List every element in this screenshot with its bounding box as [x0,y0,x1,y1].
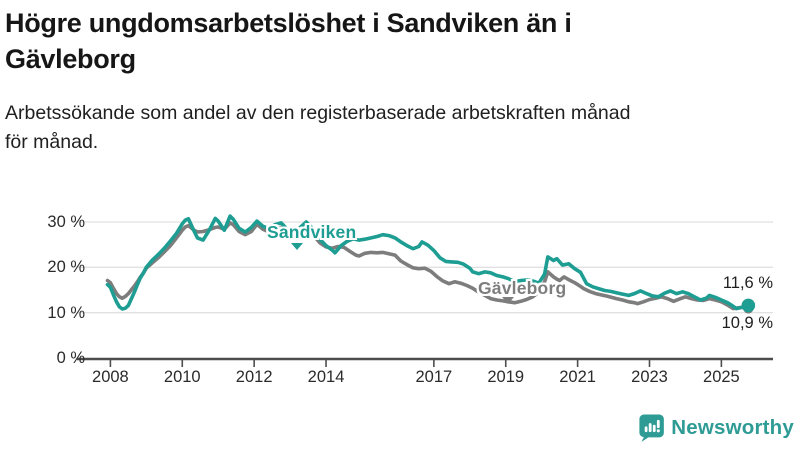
y-axis-label: 20 % [47,258,85,277]
series-end-dot-sandviken [741,298,756,313]
end-value-label-gavleborg: 10,9 % [721,314,773,332]
newsworthy-logo-icon [639,414,664,442]
page-title-line-1: Högre ungdomsarbetslöshet i Sandviken än… [5,8,572,38]
page-subtitle: Arbetssökande som andel av den registerb… [5,99,785,157]
page-subtitle-line-1: Arbetssökande som andel av den registerb… [5,102,631,124]
series-label-gavleborg-caret-icon [502,297,514,304]
x-axis-label: 2019 [487,368,525,386]
y-axis-label: 30 % [47,213,85,231]
x-axis-label: 2021 [559,368,596,386]
page-subtitle-line-2: för månad. [5,131,99,153]
x-axis-label: 2014 [307,368,345,386]
y-axis-label: 0 % [56,349,85,367]
series-line-gävleborg [105,221,751,311]
series-label-sandviken-caret-icon [291,243,303,250]
x-axis-label: 2012 [235,368,273,386]
series-label-sandviken: Sandviken [267,222,357,242]
end-value-label-sandviken: 11,6 % [722,274,773,292]
page-title-line-2: Gävleborg [5,44,136,74]
x-axis-label: 2023 [631,368,668,386]
series-line-sandviken [105,214,751,311]
series-label-gavleborg: Gävleborg [478,278,567,298]
x-axis-label: 2008 [92,368,129,386]
y-axis-label: 10 % [47,303,85,322]
page-title: Högre ungdomsarbetslöshet i Sandviken än… [5,5,725,77]
newsworthy-logo-text: Newsworthy [671,416,794,439]
x-axis-label: 2017 [415,368,453,386]
x-axis-label: 2010 [163,368,201,386]
x-axis-label: 2025 [703,368,740,386]
newsworthy-logo[interactable]: Newsworthy [639,411,794,445]
